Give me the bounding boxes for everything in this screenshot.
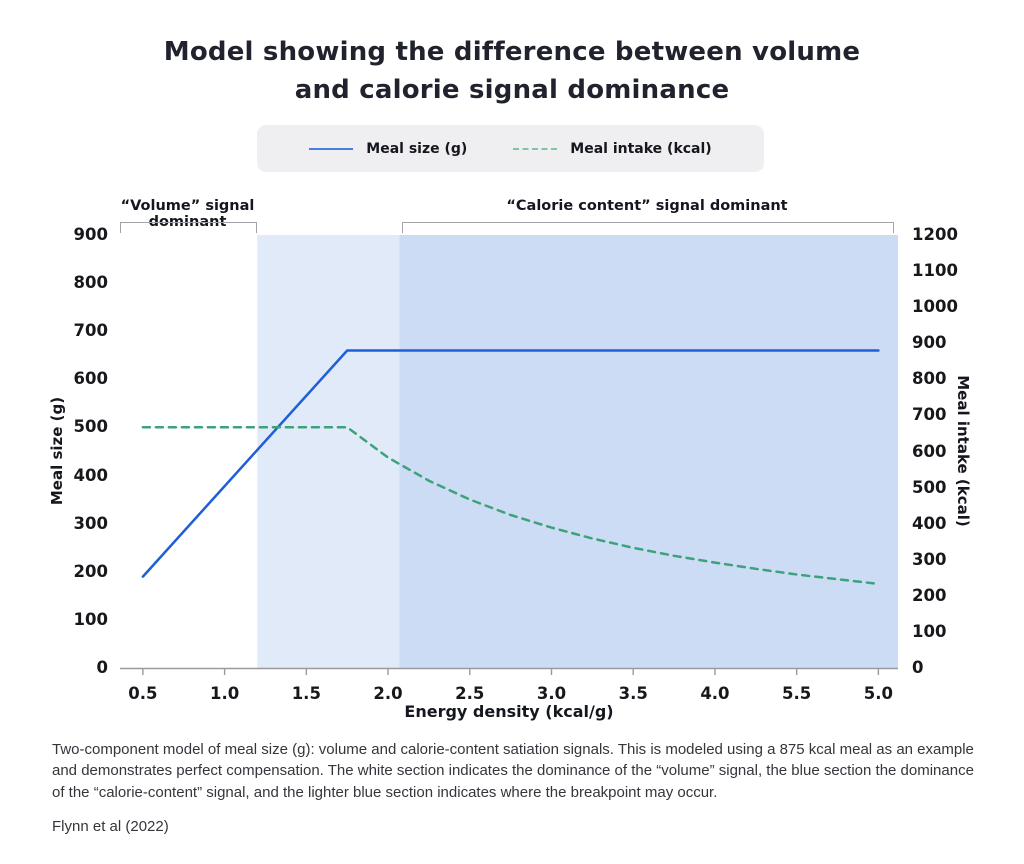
right-axis-tick-label: 700 (912, 405, 947, 425)
legend-label: Meal size (g) (366, 140, 468, 157)
legend: Meal size (g) Meal intake (kcal) (257, 125, 764, 172)
right-axis-tick-label: 0 (912, 658, 924, 677)
x-axis-tick-label: 5.5 (782, 684, 811, 703)
meal-intake-line (141, 426, 880, 586)
plot-area: 0.5 1.0 1.5 2.0 2.5 3.0 3.5 4.0 5.5 5.0 (120, 235, 898, 703)
figure-caption: Two-component model of meal size (g): vo… (52, 741, 974, 801)
volume-region-bracket (120, 222, 257, 233)
x-axis-tick-label: 4.0 (700, 684, 729, 703)
right-axis-tick-label: 1200 (912, 225, 958, 244)
right-axis-tick-label: 800 (912, 369, 947, 389)
right-axis-tick-label: 200 (912, 585, 947, 605)
right-axis-tick-label: 600 (912, 441, 947, 461)
right-axis-tick-label: 1100 (912, 261, 958, 281)
x-axis-tick-label: 2.0 (373, 684, 402, 703)
x-axis-tick-label: 3.0 (537, 684, 566, 703)
right-axis-tick-label: 900 (912, 333, 947, 353)
x-axis-tick-label: 0.5 (128, 684, 157, 703)
right-axis-title: Meal intake (kcal) (954, 375, 972, 527)
band-calorie-dominant (399, 235, 898, 668)
left-axis-tick-label: 700 (73, 321, 108, 341)
right-axis-tick-label: 400 (912, 513, 947, 533)
left-axis-tick-label: 400 (73, 465, 108, 485)
x-axis-tick-label: 3.5 (619, 684, 648, 703)
left-axis-tick-label: 200 (73, 561, 108, 581)
source-citation: Flynn et al (2022) (52, 818, 169, 835)
legend-item-meal-size: Meal size (g) (309, 141, 467, 157)
x-axis-tick-label: 5.0 (864, 684, 893, 703)
calorie-region-label: “Calorie content” signal dominant (506, 198, 788, 214)
left-axis-tick-label: 800 (73, 273, 108, 293)
left-axis-tick-label: 100 (73, 609, 108, 629)
x-axis-tick-label: 2.5 (455, 684, 484, 703)
meal-size-line (141, 349, 880, 578)
band-breakpoint (257, 235, 400, 668)
right-axis-tick-label: 300 (912, 549, 947, 569)
meal-intake-line-swatch (513, 147, 558, 150)
left-axis-title: Meal size (g) (48, 396, 66, 506)
x-axis-tick-label: 1.0 (210, 684, 239, 703)
chart-title: Model showing the difference between vol… (163, 37, 861, 105)
x-axis-title: Energy density (kcal/g) (404, 702, 614, 721)
calorie-region-bracket (402, 222, 894, 233)
left-axis-tick-label: 0 (96, 658, 108, 677)
left-axis-tick-label: 300 (73, 513, 108, 533)
right-axis-tick-label: 100 (912, 621, 947, 641)
meal-size-line-swatch (309, 147, 354, 150)
left-axis-tick-label: 500 (73, 417, 108, 437)
legend-label: Meal intake (kcal) (570, 140, 712, 157)
x-axis-tick-label: 1.5 (292, 684, 321, 703)
right-axis-tick-label: 500 (912, 477, 947, 497)
legend-item-meal-intake: Meal intake (kcal) (513, 140, 712, 157)
right-axis-tick-label: 1000 (912, 297, 958, 317)
left-axis-tick-label: 600 (73, 369, 108, 389)
left-axis-tick-label: 900 (73, 225, 108, 244)
